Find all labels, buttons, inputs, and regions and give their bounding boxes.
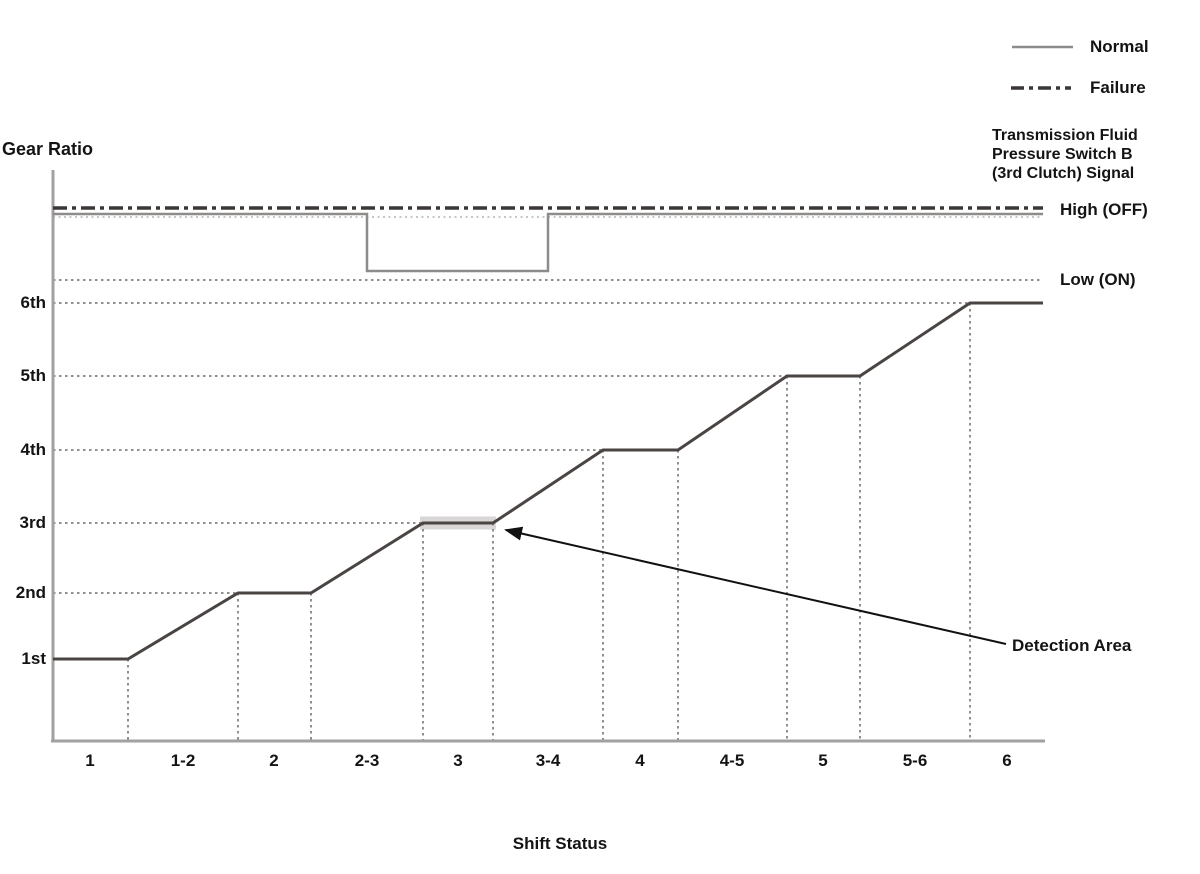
normal-signal-trace: [53, 212, 1043, 273]
x-tick-2-3: 2-3: [354, 751, 380, 770]
y-axis-title: Gear Ratio: [2, 139, 94, 159]
y-tick-3rd: 3rd: [19, 513, 46, 532]
x-tick-1-2: 1-2: [170, 751, 196, 770]
x-tick-5: 5: [818, 751, 828, 770]
legend-normal-label: Normal: [1090, 37, 1149, 56]
x-tick-5-6: 5-6: [902, 751, 928, 770]
x-tick-4: 4: [635, 751, 645, 770]
detection-area-label: Detection Area: [1012, 636, 1132, 655]
x-tick-3-4: 3-4: [535, 751, 561, 770]
x-tick-6: 6: [1002, 751, 1012, 770]
x-tick-3: 3: [453, 751, 463, 770]
gear-ratio-trace: [53, 301, 1043, 661]
y-tick-5th: 5th: [20, 366, 47, 385]
y-tick-2nd: 2nd: [15, 583, 46, 602]
x-tick-4-5: 4-5: [719, 751, 745, 770]
x-axis-title: Shift Status: [512, 834, 608, 853]
signal-title: Transmission Fluid Pressure Switch B (3r…: [992, 127, 1138, 182]
y-tick-4th: 4th: [20, 440, 47, 459]
x-tick-1: 1: [85, 751, 95, 770]
y-tick-6th: 6th: [20, 293, 47, 312]
legend-failure-label: Failure: [1090, 78, 1146, 97]
low-on-label: Low (ON): [1060, 270, 1136, 289]
detection-area-arrow: [504, 526, 1007, 645]
y-tick-1st: 1st: [21, 649, 46, 668]
high-off-label: High (OFF): [1060, 200, 1148, 219]
x-tick-2: 2: [269, 751, 279, 770]
